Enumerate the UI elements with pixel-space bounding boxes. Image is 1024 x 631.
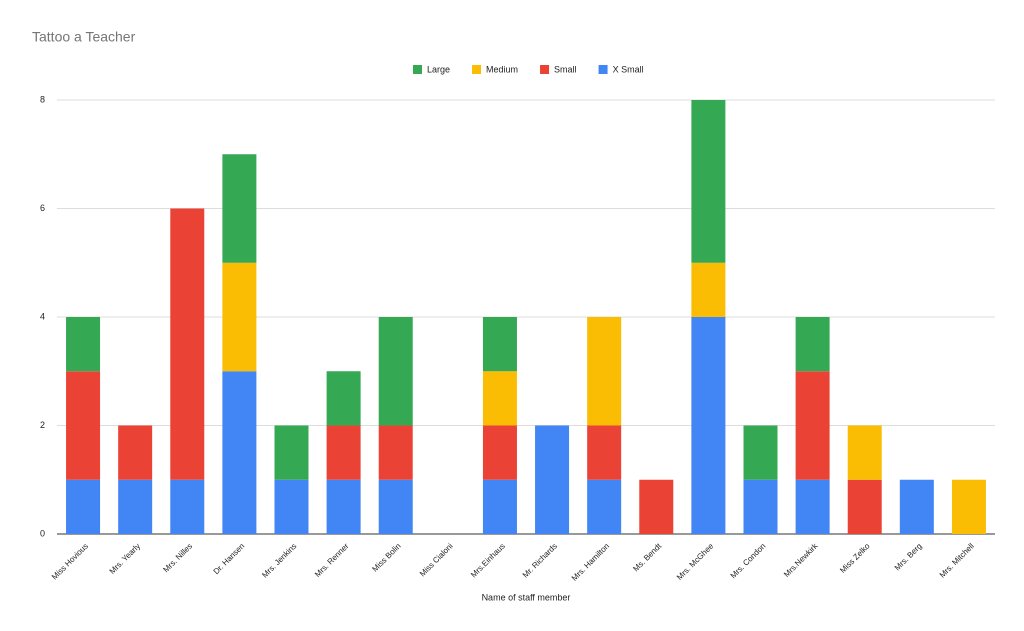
bar-segment bbox=[587, 425, 622, 480]
bar-segment bbox=[170, 479, 205, 534]
bar-segment bbox=[378, 317, 413, 426]
y-tick-label: 2 bbox=[40, 420, 45, 430]
bar-segment bbox=[847, 425, 882, 480]
x-tick-label: Mrs.Einhaus bbox=[469, 542, 507, 580]
bar-segment bbox=[118, 425, 153, 480]
x-tick-label: Mrs. Nilles bbox=[161, 542, 194, 575]
legend-swatch bbox=[540, 65, 550, 74]
x-tick-label: Mr. Richards bbox=[521, 542, 559, 580]
bar-segment bbox=[274, 479, 309, 534]
x-tick-label: Miss Cialoni bbox=[418, 541, 455, 578]
x-tick-label: Dr. Hansen bbox=[212, 542, 247, 577]
bar-segment bbox=[743, 479, 778, 534]
bar-segment bbox=[587, 479, 622, 534]
y-tick-label: 8 bbox=[40, 94, 45, 104]
bar-segment bbox=[118, 479, 153, 534]
bar-segment bbox=[951, 479, 986, 534]
x-tick-label: Mrs. Hamilton bbox=[570, 542, 611, 583]
bar-segment bbox=[222, 262, 257, 372]
x-axis-title: Name of staff member bbox=[482, 592, 571, 602]
bar-segment bbox=[482, 371, 517, 426]
bar-segment bbox=[535, 425, 570, 534]
bar-segment bbox=[66, 479, 101, 534]
bar-segment bbox=[691, 100, 726, 263]
x-tick-label: Mrs. Jenkins bbox=[260, 542, 298, 580]
legend-swatch bbox=[413, 65, 422, 74]
bar-segment bbox=[691, 317, 726, 534]
bar-segment bbox=[482, 317, 517, 372]
legend-label: Large bbox=[427, 64, 450, 74]
x-tick-label: Mrs. Mitchell bbox=[938, 541, 976, 579]
x-tick-label: Mrs. Yearly bbox=[108, 542, 142, 576]
bar-segment bbox=[326, 371, 361, 426]
bar-segment bbox=[691, 262, 726, 317]
bar-segment bbox=[222, 154, 257, 263]
legend-label: Small bbox=[554, 64, 577, 74]
x-tick-label: Ms. Bendt bbox=[631, 541, 663, 573]
y-tick-label: 6 bbox=[40, 203, 45, 213]
x-tick-label: Mrs. Condon bbox=[729, 542, 768, 581]
bar-segment bbox=[795, 371, 830, 480]
legend-label: Medium bbox=[486, 64, 518, 74]
bar-segment bbox=[743, 425, 778, 480]
bar-segment bbox=[587, 317, 622, 426]
x-tick-label: Miss Zelko bbox=[838, 541, 872, 575]
legend-swatch bbox=[472, 65, 482, 74]
bar-segment bbox=[326, 425, 361, 480]
bar-segment bbox=[378, 479, 413, 534]
x-tick-label: Miss Hovious bbox=[50, 542, 90, 582]
x-tick-label: Miss Bolin bbox=[370, 542, 402, 574]
bar-segment bbox=[482, 479, 517, 534]
bar-segment bbox=[222, 371, 257, 534]
bar-segment bbox=[899, 479, 934, 534]
x-tick-label: Mrs. McGhee bbox=[675, 541, 716, 582]
bar-segment bbox=[639, 479, 674, 534]
legend-label: X Small bbox=[613, 64, 644, 74]
legend-swatch bbox=[598, 65, 608, 74]
y-tick-label: 0 bbox=[40, 528, 45, 538]
bar-segment bbox=[326, 479, 361, 534]
bar-segment bbox=[795, 317, 830, 372]
bar-segment bbox=[847, 479, 882, 534]
bar-segment bbox=[378, 425, 413, 480]
x-tick-label: Mrs. Renner bbox=[313, 541, 351, 579]
bar-segment bbox=[482, 425, 517, 480]
bar-segment bbox=[66, 317, 101, 372]
chart-title: Tattoo a Teacher bbox=[32, 29, 136, 45]
y-tick-label: 4 bbox=[40, 311, 45, 321]
bar-segment bbox=[170, 208, 205, 480]
x-tick-label: Mrs. Berg bbox=[893, 542, 924, 573]
bar-segment bbox=[66, 371, 101, 480]
x-tick-label: Mrs.Newkirk bbox=[782, 541, 820, 579]
bar-segment bbox=[274, 425, 309, 480]
bar-segment bbox=[795, 479, 830, 534]
